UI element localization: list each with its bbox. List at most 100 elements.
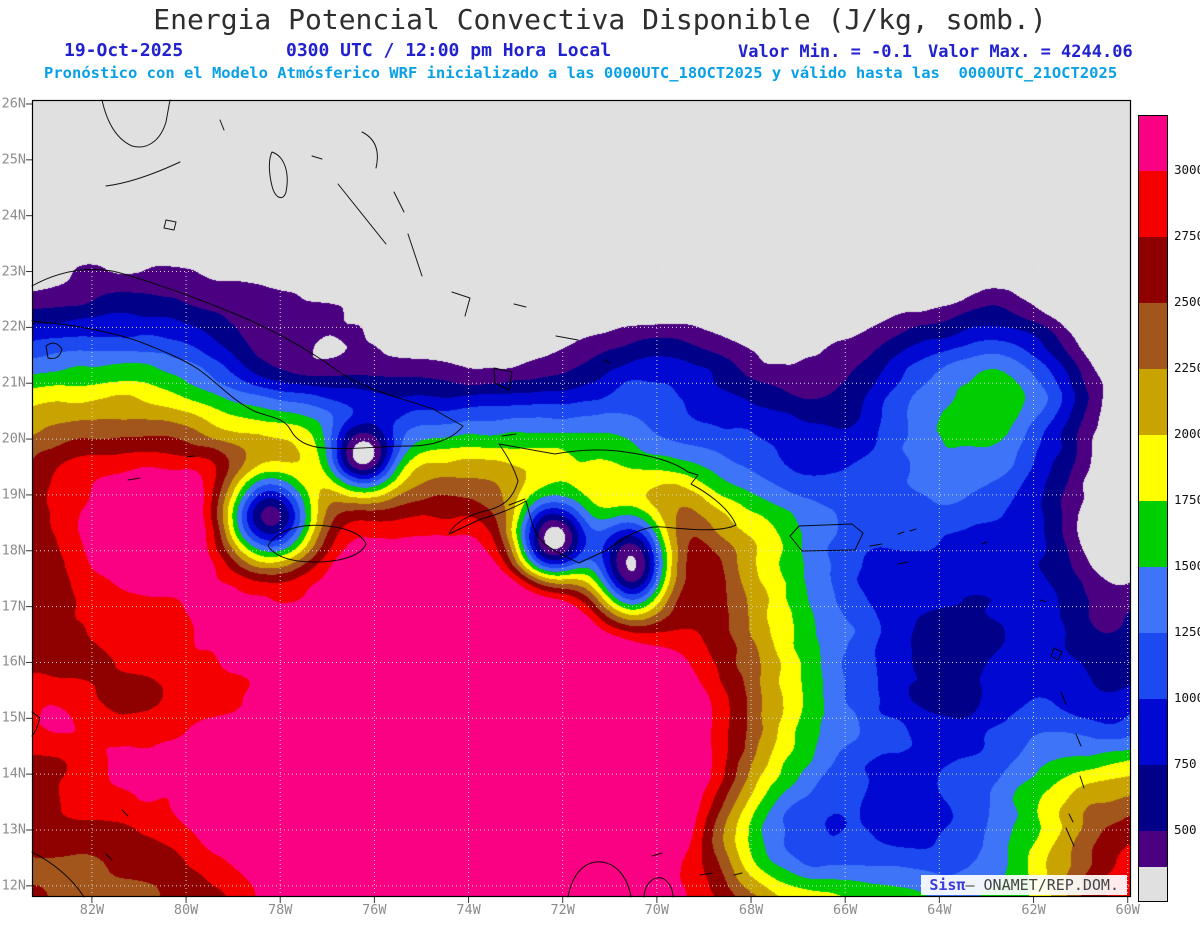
lon-tick-label: 74W: [456, 902, 481, 918]
coastline-path: [603, 359, 611, 364]
lat-tick-label: 18N: [1, 542, 26, 558]
lat-tick-label: 14N: [1, 765, 26, 782]
forecast-note: Pronóstico con el Modelo Atmósferico WRF…: [44, 64, 1118, 82]
colorbar-segment: [1139, 369, 1167, 435]
coastline-path: [311, 155, 323, 160]
coastline-path: [393, 191, 405, 213]
lat-tick-label: 16N: [1, 653, 26, 670]
colorbar-tick-label: 2250: [1174, 359, 1200, 375]
colorbar-segment: [1139, 501, 1167, 567]
coastline-path: [493, 367, 513, 391]
coastline-path: [31, 711, 41, 737]
coastline-path: [451, 291, 471, 317]
colorbar-tick-label: 2500: [1174, 293, 1200, 309]
lon-tick-label: 72W: [550, 902, 575, 918]
watermark-text: – ONAMET/REP.DOM.: [965, 876, 1119, 894]
coastline-path: [508, 498, 526, 506]
lon-tick-label: 66W: [833, 902, 858, 918]
colorbar-tick-label: 2000: [1174, 425, 1200, 441]
coastline-path: [643, 877, 674, 898]
coastline-path: [407, 233, 423, 277]
lat-tick-label: 13N: [1, 821, 26, 838]
coastline-path: [127, 455, 195, 481]
coastline-path: [267, 524, 367, 563]
valid-time-label: 0300 UTC / 12:00 pm Hora Local: [286, 40, 612, 61]
lat-tick-label: 12N: [1, 877, 26, 894]
coastline-path: [501, 433, 517, 437]
coastline-path: [789, 523, 864, 552]
lat-tick-label: 19N: [1, 486, 26, 503]
colorbar-labels: 3000 2750 2500 2250 2000 1750 1500 1250 1000 750 5…: [1174, 115, 1200, 900]
map-overlay: [26, 99, 1132, 903]
colorbar-tick-label: 1250: [1174, 623, 1200, 639]
colorbar-tick-label: 500: [1174, 821, 1197, 837]
cape-field-canvas: [32, 100, 1131, 897]
coastline-path: [105, 161, 181, 187]
colorbar-segment: [1139, 867, 1167, 901]
lon-tick-label: 60W: [1115, 902, 1140, 918]
colorbar-segment: [1139, 831, 1167, 867]
colorbar-segment: [1139, 237, 1167, 303]
colorbar-segment: [1139, 435, 1167, 501]
coastline-path: [869, 528, 917, 565]
coastline-path: [337, 183, 387, 245]
colorbar-segment: [1139, 567, 1167, 633]
lat-tick-label: 22N: [1, 318, 26, 335]
lon-tick-label: 76W: [362, 902, 387, 918]
watermark-brand: Sisπ: [929, 876, 966, 894]
coastline-path: [361, 131, 378, 169]
lon-tick-label: 78W: [268, 902, 293, 918]
value-min-label: Valor Min. = -0.1: [738, 42, 912, 62]
coastline-path: [448, 443, 737, 564]
lat-axis: 26N 25N 24N 23N 22N 21N 20N 19N 18N 17N 16N 15N 14N 1…: [0, 95, 29, 897]
lon-tick-label: 64W: [927, 902, 952, 918]
colorbar-tick-label: 2750: [1174, 227, 1200, 243]
coastline-path: [219, 119, 225, 131]
lon-tick-label: 62W: [1021, 902, 1046, 918]
colorbar-tick-label: 750: [1174, 755, 1197, 771]
colorbar-tick-label: 1750: [1174, 491, 1200, 507]
watermark: Sisπ– ONAMET/REP.DOM.: [921, 875, 1127, 895]
lat-tick-label: 15N: [1, 709, 26, 726]
lat-tick-label: 23N: [1, 262, 26, 279]
colorbar-tick-label: 3000: [1174, 161, 1200, 177]
colorbar-segment: [1139, 116, 1167, 171]
lon-tick-label: 80W: [173, 902, 199, 918]
coastline-path: [101, 99, 171, 148]
colorbar-segment: [1139, 765, 1167, 831]
coastline-path: [513, 303, 527, 308]
coastline-path: [651, 852, 743, 876]
colorbar-tick-label: 1000: [1174, 689, 1200, 705]
lat-tick-label: 20N: [1, 430, 26, 447]
value-max-label: Valor Max. = 4244.06: [928, 42, 1133, 62]
lon-tick-label: 68W: [738, 902, 764, 918]
coastline-path: [105, 809, 129, 861]
coastline-path: [555, 335, 579, 341]
lat-tick-label: 26N: [1, 95, 26, 112]
lat-tick-label: 25N: [1, 151, 26, 168]
map-plot: Sisπ– ONAMET/REP.DOM.: [26, 99, 1132, 903]
date-label: 19-Oct-2025: [64, 40, 184, 61]
coastline-path: [981, 541, 1085, 883]
plot-frame: [31, 99, 1132, 898]
chart-title: Energia Potencial Convectiva Disponible …: [153, 3, 1047, 36]
coastline-path: [268, 151, 288, 199]
lon-tick-label: 70W: [644, 902, 670, 918]
coastline-path: [31, 851, 85, 898]
coastline-path: [31, 268, 464, 450]
coastline-path: [163, 219, 177, 231]
colorbar-scale: [1138, 115, 1168, 902]
colorbar-segment: [1139, 699, 1167, 765]
coastline-path: [567, 861, 632, 898]
lat-tick-label: 24N: [1, 206, 26, 223]
lat-tick-label: 21N: [1, 374, 26, 391]
lon-axis: 82W 80W 78W 76W 74W 72W 70W 68W 66W 64W 62W 60W: [32, 902, 1140, 922]
colorbar-segment: [1139, 303, 1167, 369]
colorbar-segment: [1139, 633, 1167, 699]
lon-tick-label: 82W: [79, 902, 105, 918]
coastline-path: [45, 342, 63, 360]
colorbar-segment: [1139, 171, 1167, 237]
lat-tick-label: 17N: [1, 597, 26, 614]
colorbar-tick-label: 1500: [1174, 557, 1200, 573]
